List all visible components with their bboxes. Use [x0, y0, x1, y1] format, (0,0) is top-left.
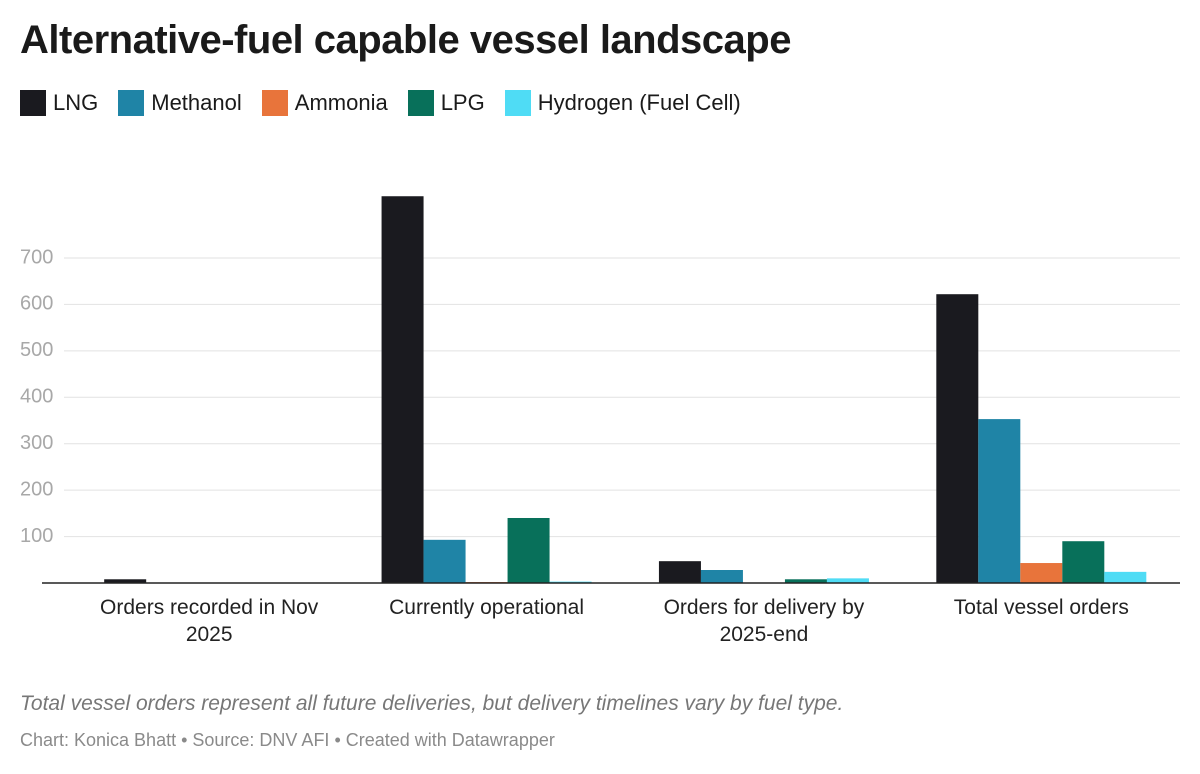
bar: [658, 561, 701, 583]
bar: [1062, 541, 1105, 583]
bar: [826, 578, 869, 583]
legend-label: LPG: [440, 90, 485, 115]
y-tick-label: 100: [20, 525, 53, 547]
bar: [423, 539, 466, 583]
x-tick-label: Orders for delivery by 2025-end: [663, 596, 865, 646]
legend: LNG Methanol Ammonia LPG Hydrogen (Fuel Cell…: [20, 90, 741, 116]
legend-swatch: [20, 90, 46, 116]
bar: [381, 196, 424, 583]
bar: [700, 569, 743, 583]
credit: Chart: Konica Bhatt • Source: DNV AFI • …: [20, 730, 555, 750]
y-tick-label: 700: [20, 246, 53, 268]
legend-swatch: [118, 90, 145, 116]
bar: [104, 579, 147, 583]
y-tick-label: 200: [20, 478, 53, 500]
x-tick-label: Currently operational: [389, 596, 585, 619]
note: Total vessel orders represent all future…: [20, 692, 844, 715]
y-tick-label: 600: [20, 293, 53, 315]
bar: [507, 517, 550, 583]
bar: [1020, 563, 1063, 583]
legend-label: Methanol: [151, 90, 242, 115]
legend-swatch: [261, 90, 288, 116]
legend-item: LPG: [407, 90, 485, 116]
y-tick-label: 400: [20, 386, 53, 408]
legend-swatch: [407, 90, 434, 116]
bar: [1104, 571, 1147, 583]
y-tick-label: 300: [20, 432, 53, 454]
legend-item: Ammonia: [261, 90, 388, 116]
bar: [936, 294, 979, 583]
chart-title: Alternative-fuel capable vessel landscap…: [20, 18, 791, 62]
x-tick-label: Orders recorded in Nov 2025: [100, 596, 319, 646]
legend-label: Hydrogen (Fuel Cell): [537, 90, 741, 115]
bar: [784, 579, 827, 583]
legend-item: Methanol: [118, 90, 242, 116]
y-tick-label: 500: [20, 339, 53, 361]
legend-item: Hydrogen (Fuel Cell): [504, 90, 741, 116]
legend-item: LNG: [20, 90, 98, 116]
legend-swatch: [504, 90, 531, 116]
x-tick-label: Total vessel orders: [953, 596, 1129, 619]
legend-label: LNG: [53, 90, 99, 115]
bar: [978, 419, 1021, 583]
legend-label: Ammonia: [294, 90, 388, 115]
